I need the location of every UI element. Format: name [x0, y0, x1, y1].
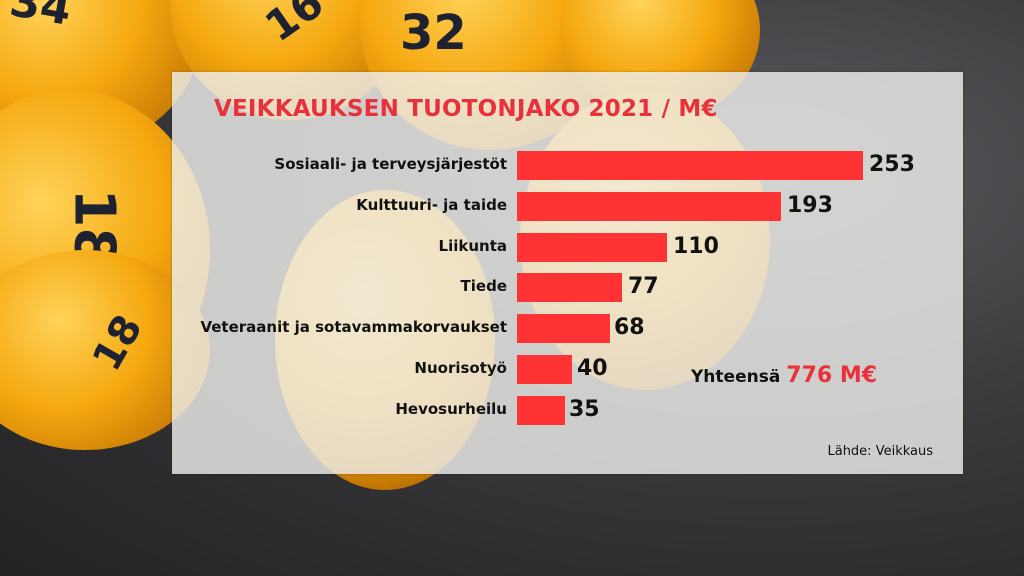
bar — [517, 151, 863, 180]
bar-label: Hevosurheilu — [395, 400, 507, 418]
bar-label: Veteraanit ja sotavammakorvaukset — [200, 318, 507, 336]
bar-value: 77 — [628, 274, 659, 299]
bar-label: Nuorisotyö — [414, 359, 507, 377]
bar-label: Sosiaali- ja terveysjärjestöt — [274, 155, 507, 173]
total-label: Yhteensä — [691, 367, 781, 387]
bar-row: Tiede 77 — [172, 273, 963, 302]
bar — [517, 355, 572, 384]
bar-label: Tiede — [460, 277, 507, 295]
bar-row: Nuorisotyö 40 — [172, 355, 963, 384]
bar-value: 253 — [869, 152, 915, 177]
total-annotation: Yhteensä 776 M€ — [691, 363, 877, 388]
bar-row: Kulttuuri- ja taide 193 — [172, 192, 963, 221]
chart-title: VEIKKAUKSEN TUOTONJAKO 2021 / M€ — [214, 96, 718, 122]
bar-value: 68 — [614, 315, 645, 340]
chart-panel: VEIKKAUKSEN TUOTONJAKO 2021 / M€ Sosiaal… — [172, 72, 963, 474]
bar — [517, 314, 610, 343]
total-value: 776 M€ — [786, 363, 878, 388]
bar-label: Kulttuuri- ja taide — [356, 196, 507, 214]
bar-row: Hevosurheilu 35 — [172, 396, 963, 425]
bar-value: 193 — [787, 193, 833, 218]
bar — [517, 192, 781, 221]
bar-row: Liikunta 110 — [172, 233, 963, 262]
bar-value: 35 — [569, 397, 600, 422]
bar-value: 110 — [673, 234, 719, 259]
bar-row: Veteraanit ja sotavammakorvaukset 68 — [172, 314, 963, 343]
bar-row: Sosiaali- ja terveysjärjestöt 253 — [172, 151, 963, 180]
bar — [517, 233, 667, 262]
bar-label: Liikunta — [438, 237, 507, 255]
bar — [517, 273, 622, 302]
bar-value: 40 — [577, 356, 608, 381]
bar — [517, 396, 565, 425]
source-credit: Lähde: Veikkaus — [827, 444, 933, 459]
